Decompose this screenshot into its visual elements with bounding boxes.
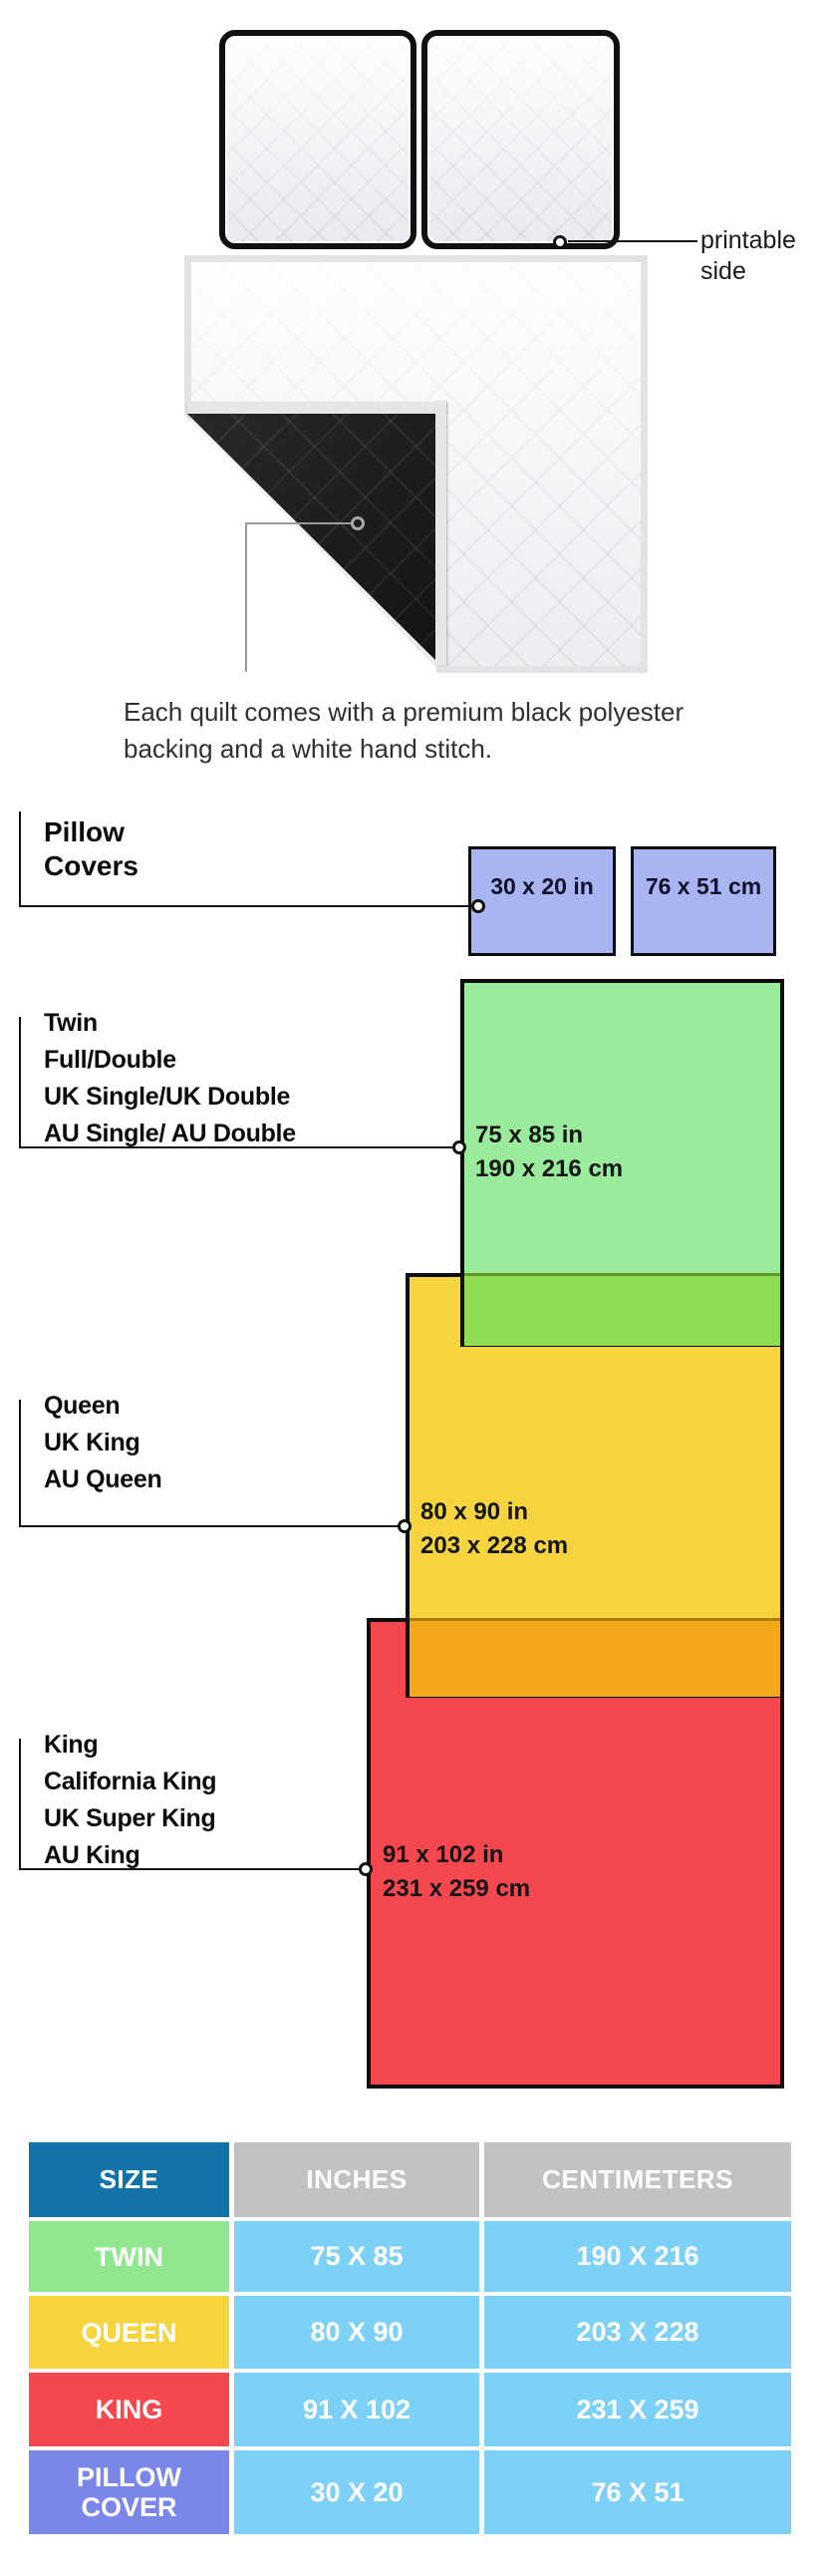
- twin-inches-value: 75 x 85 in: [475, 1122, 584, 1148]
- queen-cm-value: 203 x 228 cm: [420, 1532, 569, 1559]
- queen-label-line3: AU Queen: [44, 1465, 162, 1493]
- caption-line-2: backing and a white hand stitch.: [124, 734, 493, 764]
- pillow-left-image: [219, 30, 416, 249]
- pillow-covers-marker-icon: [471, 899, 485, 913]
- twin-label-line2: Full/Double: [44, 1046, 176, 1074]
- pillow-covers-label-line1: Pillow: [44, 816, 125, 847]
- table-row-queen-size: QUEEN: [29, 2296, 229, 2369]
- twin-leader-h: [19, 1146, 454, 1148]
- twin-label-line1: Twin: [44, 1009, 98, 1037]
- king-marker-icon: [359, 1862, 373, 1876]
- table-header-inches: INCHES: [234, 2142, 479, 2217]
- queen-label-line1: Queen: [44, 1392, 121, 1420]
- table-row-twin-inches: 75 X 85: [234, 2221, 479, 2292]
- caption-line-1: Each quilt comes with a premium black po…: [124, 697, 685, 727]
- pillow-cover-inch-value: 30 x 20 in: [490, 872, 594, 899]
- backing-marker-icon: [351, 516, 365, 530]
- pillow-cover-inch-box: 30 x 20 in: [468, 846, 616, 956]
- pillow-cover-cm-box: 76 x 51 cm: [631, 846, 776, 956]
- pillow-covers-leader-h: [19, 905, 472, 907]
- king-inches-value: 91 x 102 in: [383, 1841, 504, 1868]
- size-table: SIZE INCHES CENTIMETERS TWIN 75 X 85 190…: [29, 2142, 791, 2534]
- table-row-pillow-inches: 30 X 20: [234, 2450, 479, 2534]
- backing-leader-line-v: [245, 522, 247, 672]
- king-cm-value: 231 x 259 cm: [383, 1875, 531, 1902]
- king-label: King California King UK Super King AU Ki…: [44, 1727, 217, 1874]
- twin-size-box: [460, 979, 784, 1347]
- king-label-line2: California King: [44, 1768, 217, 1795]
- table-row-king-cm: 231 X 259: [484, 2373, 791, 2446]
- printable-side-word1: printable side: [700, 226, 796, 285]
- twin-dimensions: 75 x 85 in 190 x 216 cm: [475, 1119, 623, 1186]
- quilt-fold-binding-horizontal: [187, 402, 446, 414]
- table-row-queen-inches: 80 X 90: [234, 2296, 479, 2369]
- king-label-line1: King: [44, 1731, 99, 1759]
- quilt-image: [184, 255, 648, 673]
- pillow-right-image: [421, 30, 620, 249]
- twin-leader-v: [19, 1017, 21, 1148]
- twin-queen-overlap: [464, 1273, 780, 1346]
- table-header-size: SIZE: [29, 2142, 229, 2217]
- table-row-pillow-cm: 76 X 51: [484, 2450, 791, 2534]
- twin-label-line4: AU Single/ AU Double: [44, 1120, 296, 1147]
- table-row-twin-size: TWIN: [29, 2221, 229, 2292]
- twin-cm-value: 190 x 216 cm: [475, 1155, 624, 1182]
- pillow-covers-label-line2: Covers: [44, 850, 138, 881]
- twin-label-line3: UK Single/UK Double: [44, 1083, 291, 1111]
- table-row-twin-cm: 190 X 216: [484, 2221, 791, 2292]
- queen-leader-h: [19, 1525, 400, 1527]
- king-dimensions: 91 x 102 in 231 x 259 cm: [383, 1838, 530, 1906]
- table-header-centimeters: CENTIMETERS: [484, 2142, 791, 2217]
- queen-king-overlap: [410, 1618, 780, 1697]
- king-leader-h: [19, 1868, 361, 1870]
- pillow-covers-leader-v: [19, 811, 21, 907]
- pillow-covers-label: Pillow Covers: [44, 815, 138, 883]
- backing-caption: Each quilt comes with a premium black po…: [124, 694, 684, 768]
- table-row-king-size: KING: [29, 2373, 229, 2446]
- twin-marker-icon: [452, 1140, 466, 1154]
- queen-marker-icon: [398, 1519, 412, 1533]
- queen-label: Queen UK King AU Queen: [44, 1388, 162, 1498]
- quilt-fold-binding-vertical: [435, 402, 446, 665]
- printable-side-leader-line: [568, 240, 697, 242]
- queen-dimensions: 80 x 90 in 203 x 228 cm: [420, 1495, 568, 1563]
- queen-label-line2: UK King: [44, 1429, 140, 1456]
- queen-inches-value: 80 x 90 in: [420, 1498, 529, 1525]
- table-row-queen-cm: 203 X 228: [484, 2296, 791, 2369]
- backing-leader-line-h: [246, 522, 353, 524]
- printable-side-label: printable side: [700, 225, 815, 287]
- pillow-cover-cm-value: 76 x 51 cm: [645, 872, 762, 899]
- king-leader-v: [19, 1739, 21, 1870]
- queen-leader-v: [19, 1400, 21, 1527]
- twin-label: Twin Full/Double UK Single/UK Double AU …: [44, 1005, 296, 1152]
- king-label-line3: UK Super King: [44, 1804, 216, 1832]
- table-row-pillow-size: PILLOW COVER: [29, 2450, 229, 2534]
- printable-side-marker-icon: [553, 235, 567, 249]
- table-row-king-inches: 91 X 102: [234, 2373, 479, 2446]
- king-label-line4: AU King: [44, 1841, 140, 1869]
